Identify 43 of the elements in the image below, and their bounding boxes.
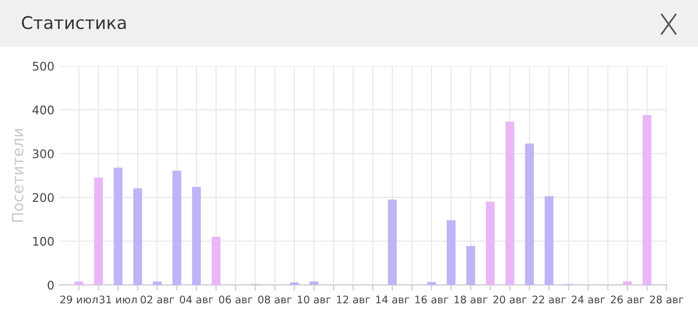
x-tick-label: 26 авг [610,296,644,304]
x-tick-label: 20 авг [493,296,527,304]
x-tick-label: 22 авг [532,296,566,304]
bar [505,122,514,285]
x-tick-label: 29 июл [60,296,98,304]
x-tick-label: 31 июл [100,296,137,304]
bar [623,281,632,285]
bar [192,186,201,285]
bar [114,168,123,285]
y-tick-label: 400 [32,106,54,114]
bar [427,282,436,285]
bar [525,144,534,285]
y-tick-label: 500 [32,62,54,71]
x-tick-label: 14 авг [376,296,410,304]
x-tick-label: 12 авг [337,296,370,304]
bar [152,281,162,285]
chart-title: Статистика [22,16,126,30]
bar [94,178,103,285]
x-tick-label: 28 авг [650,296,684,304]
y-tick-label: 300 [32,149,54,158]
bar [172,170,182,285]
x-tick-label: 08 авг [258,296,292,304]
x-tick-label: 16 авг [415,296,448,304]
bar [466,246,476,285]
x-tick-label: 06 авг [219,296,252,304]
bar [446,220,456,285]
bar [486,202,495,285]
bar [310,281,318,285]
x-tick-label: 04 авг [180,296,214,304]
y-tick-label: 0 [48,280,54,290]
y-tick-label: 200 [32,193,54,202]
x-tick-label: 18 авг [454,296,488,304]
bar [388,200,397,285]
bar [290,282,299,285]
x-tick-label: 02 авг [140,296,174,304]
bar [212,236,220,285]
x-tick-label: 24 авг [572,296,606,304]
y-tick-label: 100 [33,236,54,246]
bar [74,281,84,285]
bar [133,188,142,285]
x-tick-label: 10 авг [298,296,331,304]
bar [544,196,554,285]
bar [642,115,652,285]
